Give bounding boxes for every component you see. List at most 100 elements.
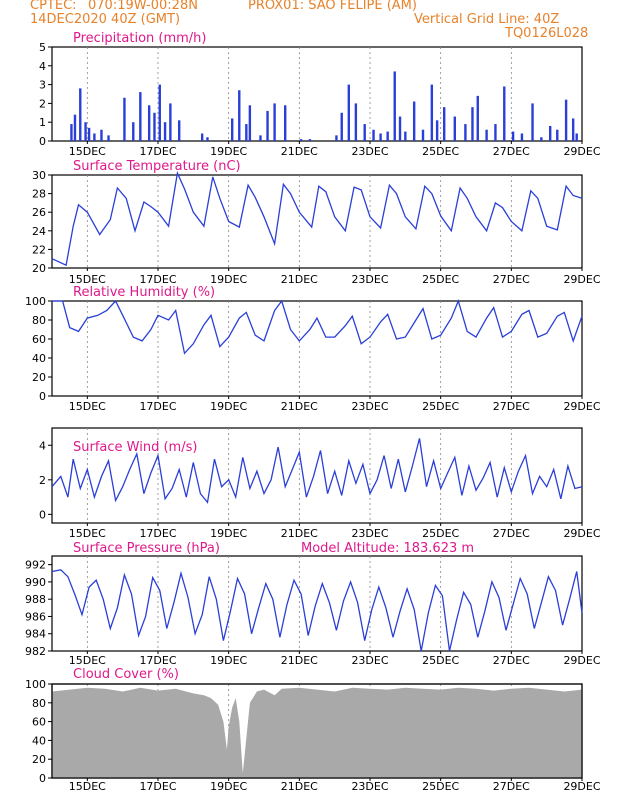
temp-series-line bbox=[51, 170, 583, 267]
precip-xtick-label: 27DEC bbox=[493, 145, 530, 158]
precip-bar bbox=[87, 127, 91, 141]
precip-bar bbox=[412, 101, 416, 141]
pressure-title: Surface Pressure (hPa) bbox=[73, 541, 220, 556]
precip-bar bbox=[443, 107, 446, 141]
precip-bar bbox=[73, 114, 77, 141]
precip-bar bbox=[70, 124, 73, 141]
precip-bar bbox=[494, 124, 497, 141]
precip-xtick-label: 29DEC bbox=[563, 145, 600, 158]
precip-bar bbox=[153, 112, 156, 141]
pressure-xtick-label: 27DEC bbox=[493, 654, 530, 667]
precip-bar bbox=[372, 129, 375, 141]
precip-bar bbox=[169, 103, 172, 141]
precip-ytick-label: 4 bbox=[39, 60, 46, 73]
precip-xtick-label: 25DEC bbox=[422, 145, 459, 158]
temp-xtick-label: 19DEC bbox=[210, 273, 247, 286]
wind-xtick-label: 17DEC bbox=[139, 527, 176, 540]
humidity-frame bbox=[51, 300, 583, 397]
humidity-xtick-label: 15DEC bbox=[69, 400, 106, 413]
precip-bar bbox=[299, 139, 303, 141]
wind-ytick-label: 4 bbox=[39, 439, 46, 452]
wind-xtick-label: 15DEC bbox=[69, 527, 106, 540]
wind-frame bbox=[51, 427, 583, 524]
header-location: PROX01: SAO FELIPE (AM) bbox=[248, 0, 417, 13]
precip-bar bbox=[123, 97, 126, 141]
cloud-ytick-label: 0 bbox=[39, 772, 46, 785]
wind-ytick-label: 0 bbox=[39, 508, 46, 521]
cloud-area bbox=[52, 687, 582, 778]
pressure-ytick-label: 982 bbox=[25, 645, 46, 658]
humidity-ytick-label: 80 bbox=[32, 314, 46, 327]
precip-frame bbox=[51, 46, 583, 142]
header-code: TQ0126L028 bbox=[505, 26, 589, 41]
cloud-xtick-label: 25DEC bbox=[422, 780, 459, 793]
precip-bar bbox=[248, 105, 252, 141]
precip-ytick-label: 0 bbox=[39, 135, 46, 148]
precip-bar bbox=[206, 137, 209, 141]
temp-xtick-label: 15DEC bbox=[69, 273, 106, 286]
humidity-title: Relative Humidity (%) bbox=[73, 285, 215, 300]
humidity-ytick-label: 100 bbox=[25, 295, 46, 308]
cloud-frame-top bbox=[51, 683, 583, 779]
cloud-xtick-label: 29DEC bbox=[563, 780, 600, 793]
precip-ytick-label: 2 bbox=[39, 97, 46, 110]
humidity-ytick-label: 60 bbox=[32, 333, 46, 346]
precip-ytick-label: 1 bbox=[39, 116, 46, 129]
cloud-xtick-label: 15DEC bbox=[69, 780, 106, 793]
precip-bar bbox=[139, 92, 142, 141]
temp-ytick-label: 26 bbox=[32, 206, 46, 219]
precip-bar bbox=[200, 133, 204, 141]
humidity-ytick-label: 0 bbox=[39, 390, 46, 403]
temp-ytick-label: 20 bbox=[32, 262, 46, 275]
precip-xtick-label: 19DEC bbox=[210, 145, 247, 158]
precip-bar bbox=[564, 99, 568, 141]
precip-bar bbox=[245, 124, 248, 141]
humidity-xtick-label: 27DEC bbox=[493, 400, 530, 413]
precip-bar bbox=[520, 133, 524, 141]
precip-bar bbox=[259, 135, 262, 141]
precip-bar bbox=[379, 133, 382, 141]
precip-title: Precipitation (mm/h) bbox=[73, 31, 206, 46]
precip-bar bbox=[363, 124, 366, 141]
pressure-xtick-label: 21DEC bbox=[281, 654, 318, 667]
wind-xtick-label: 19DEC bbox=[210, 527, 247, 540]
precip-bar bbox=[178, 120, 181, 141]
precip-ytick-label: 5 bbox=[39, 41, 46, 54]
temp-ytick-label: 30 bbox=[32, 169, 46, 182]
temp-frame bbox=[51, 174, 583, 269]
precip-xtick-label: 21DEC bbox=[281, 145, 318, 158]
humidity-xtick-label: 23DEC bbox=[351, 400, 388, 413]
temp-ytick-label: 28 bbox=[32, 188, 46, 201]
precip-bar bbox=[335, 135, 338, 141]
humidity-xtick-label: 19DEC bbox=[210, 400, 247, 413]
pressure-ytick-label: 988 bbox=[25, 593, 46, 606]
precip-bar bbox=[284, 105, 287, 141]
precip-bar bbox=[79, 88, 82, 141]
pressure-ytick-label: 984 bbox=[25, 628, 46, 641]
precip-bar bbox=[575, 133, 578, 141]
pressure-ytick-label: 990 bbox=[25, 576, 46, 589]
temp-xtick-label: 29DEC bbox=[563, 273, 600, 286]
wind-series-line bbox=[51, 438, 583, 504]
cloud-ytick-label: 20 bbox=[32, 753, 46, 766]
humidity-ytick-label: 40 bbox=[32, 352, 46, 365]
precip-bar bbox=[308, 139, 312, 141]
precip-bar bbox=[266, 110, 269, 141]
pressure-xtick-label: 29DEC bbox=[563, 654, 600, 667]
pressure-xtick-label: 23DEC bbox=[351, 654, 388, 667]
precip-bar bbox=[421, 129, 425, 141]
precip-bar bbox=[147, 105, 151, 141]
cloud-xtick-label: 23DEC bbox=[351, 780, 388, 793]
pressure-xtick-label: 15DEC bbox=[69, 654, 106, 667]
precip-bar bbox=[485, 129, 488, 141]
temp-xtick-label: 17DEC bbox=[139, 273, 176, 286]
pressure-frame bbox=[51, 555, 583, 652]
precip-xtick-label: 23DEC bbox=[351, 145, 388, 158]
precip-bar bbox=[100, 129, 103, 141]
temp-xtick-label: 23DEC bbox=[351, 273, 388, 286]
temp-xtick-label: 21DEC bbox=[281, 273, 318, 286]
humidity-ytick-label: 20 bbox=[32, 371, 46, 384]
wind-xtick-label: 27DEC bbox=[493, 527, 530, 540]
precip-bar bbox=[404, 131, 407, 141]
